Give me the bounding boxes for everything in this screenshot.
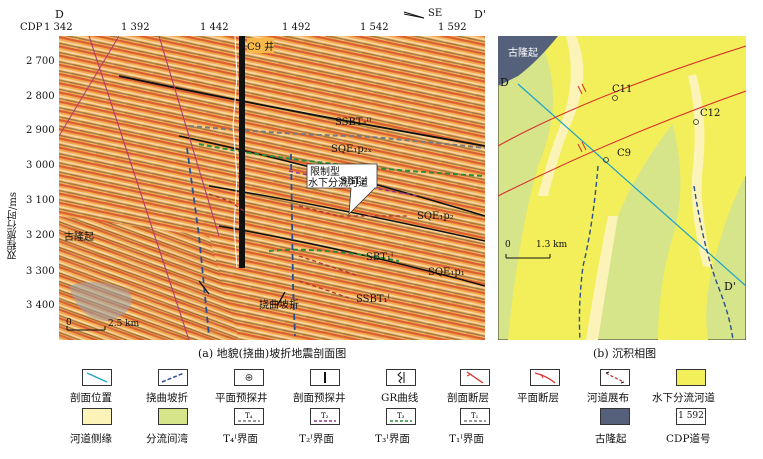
map-uplift-label: 古隆起 <box>508 48 538 59</box>
seismic-scale-label: 2.5 km <box>108 319 140 329</box>
caption-a: (a) 地貌(挠曲)坡折地震剖面图 <box>198 347 347 360</box>
sqe-p2x-label: SQE₁p₂ₓ <box>331 144 373 155</box>
legend-label: 古隆起 <box>595 433 627 445</box>
plan-fault-icon <box>530 369 560 386</box>
legend-label: 平面预探井 <box>215 392 268 404</box>
flexure-break-icon <box>158 369 188 386</box>
t1-surface-icon: T₁ <box>460 408 490 425</box>
well-c9-label: C9 <box>617 148 632 159</box>
paleo-uplift-icon <box>600 408 630 425</box>
callout-text-2: 水下分流河道 <box>308 178 368 189</box>
y-tick-label: 3 100 <box>26 195 55 206</box>
map-dprime-label: D' <box>724 280 736 293</box>
callout-text-1: 限制型 <box>310 167 340 178</box>
y-tick-label: 3 200 <box>26 230 55 241</box>
seismic-section <box>59 36 485 340</box>
t4-surface-icon: T₄ <box>234 408 264 425</box>
channel-flank-icon <box>82 408 112 425</box>
legend-label: 平面断层 <box>517 392 559 404</box>
cdp-number-icon: 1 592 <box>676 408 706 425</box>
ssbt4-label: SSBT₄ᴵᴵ <box>335 117 372 128</box>
section-well-icon <box>310 369 340 386</box>
caption-b: (b) 沉积相图 <box>593 347 657 360</box>
y-tick-label: 2 900 <box>26 125 55 136</box>
sqe-p1-label: SQE₁p₁ <box>428 267 465 278</box>
legend-label: 挠曲坡折 <box>146 392 188 404</box>
legend-label: T₄ᴵ界面 <box>223 433 258 445</box>
svg-text:T₁: T₁ <box>471 412 479 420</box>
facies-map <box>498 36 746 340</box>
cdp-axis-label: CDP <box>20 22 43 33</box>
direction-label: SE <box>428 8 443 19</box>
seismic-uplift-label: 古隆起 <box>64 232 94 243</box>
legend-label: 分流间湾 <box>146 433 188 445</box>
svg-text:T₃: T₃ <box>397 412 405 420</box>
t3-surface-icon: T₃ <box>386 408 416 425</box>
legend-label: GR曲线 <box>381 392 419 404</box>
channel-spread-icon <box>600 369 630 386</box>
map-scale-zero: 0 <box>505 240 511 250</box>
svg-text:T₄: T₄ <box>245 412 253 420</box>
seismic-scale-zero: 0 <box>66 318 72 328</box>
well-c12-label: C12 <box>700 108 721 119</box>
profile-start-label: D <box>55 8 64 21</box>
legend-label: CDP道号 <box>666 433 711 445</box>
sqe-p2-label: SQE₁p₂ <box>417 211 454 222</box>
cdp-tick-label: 1 492 <box>282 22 311 33</box>
y-tick-label: 3 300 <box>26 266 55 277</box>
map-d-label: D <box>500 76 509 89</box>
gr-curve-icon <box>386 369 416 386</box>
plan-well-icon <box>234 369 264 386</box>
legend-label: 河道侧缘 <box>70 433 112 445</box>
legend-label: T₃ᴵ界面 <box>375 433 410 445</box>
sbt2-label: SBT₂ᴵ <box>340 176 368 187</box>
y-tick-label: 3 000 <box>26 160 55 171</box>
t2-surface-icon: T₂ <box>310 408 340 425</box>
sbt1-label: SBT₁ᴵ <box>366 252 394 263</box>
well-c11-label: C11 <box>612 84 633 95</box>
legend-label: 剖面预探井 <box>293 392 346 404</box>
cdp-tick-label: 1 442 <box>200 22 229 33</box>
profile-end-label: D' <box>474 8 486 21</box>
y-axis-title: 双程旅行时/ms <box>8 192 19 260</box>
legend-label: 剖面断层 <box>447 392 489 404</box>
direction-arrow-icon <box>403 11 425 19</box>
section-fault-icon <box>460 369 490 386</box>
cdp-tick-label: 1 392 <box>121 22 150 33</box>
well-label: C9 井 <box>247 38 275 53</box>
legend-label: 河道展布 <box>587 392 629 404</box>
legend-label: T₁ᴵ界面 <box>449 433 484 445</box>
map-scale-label: 1.3 km <box>536 240 568 250</box>
flexure-break-label: 挠曲坡折 <box>259 300 299 311</box>
cdp-tick-label: 1 592 <box>438 22 467 33</box>
legend-label: 水下分流河道 <box>652 392 715 404</box>
ssbt1-label: SSBT₁ᴵ <box>356 294 391 305</box>
y-tick-label: 2 800 <box>26 91 55 102</box>
cdp-tick-label: 1 542 <box>360 22 389 33</box>
legend-label: 剖面位置 <box>70 392 112 404</box>
profile-location-icon <box>82 369 112 386</box>
y-tick-label: 3 400 <box>26 300 55 311</box>
svg-text:T₂: T₂ <box>321 412 329 420</box>
y-tick-label: 2 700 <box>26 56 55 67</box>
underwater-channel-icon <box>676 369 706 386</box>
cdp-tick-label: 1 342 <box>44 22 73 33</box>
legend-label: T₂ᴵ界面 <box>299 433 334 445</box>
interdistributary-bay-icon <box>158 408 188 425</box>
